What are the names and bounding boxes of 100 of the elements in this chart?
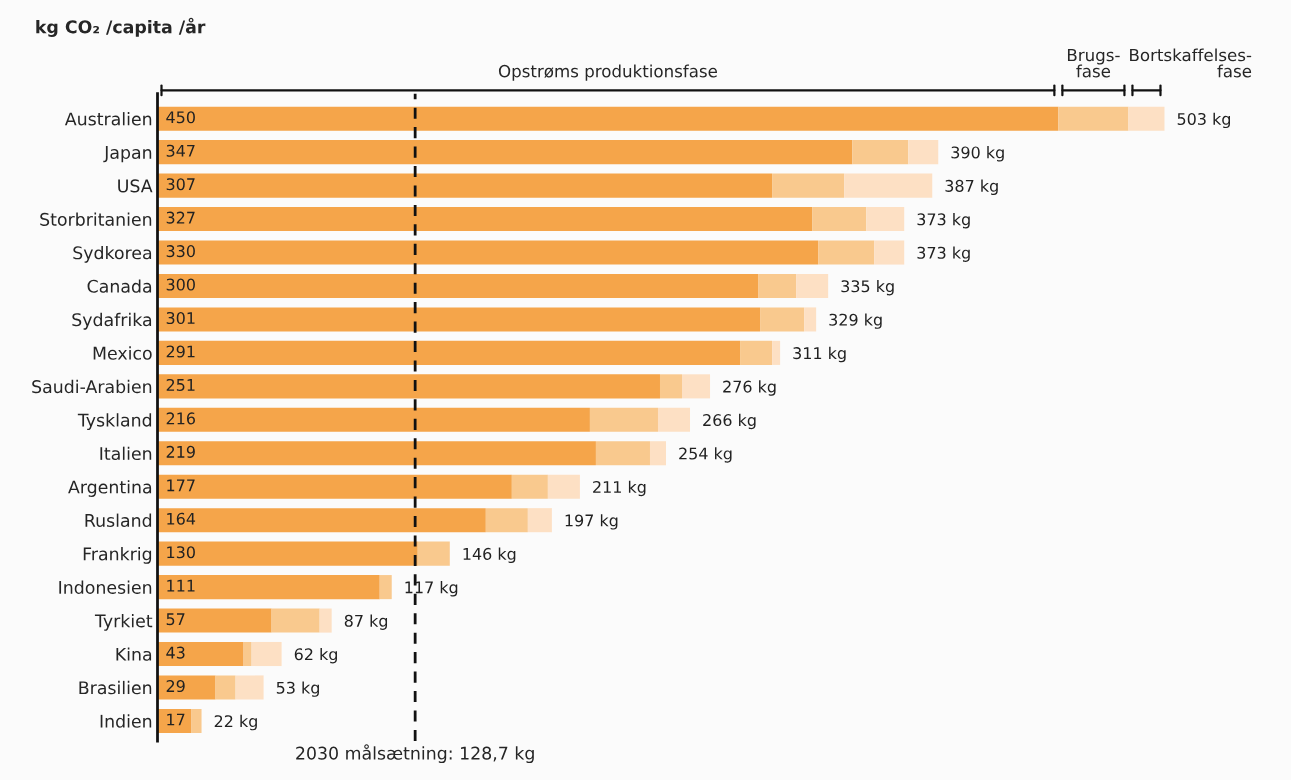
bar [485, 508, 528, 533]
total-label: 329 kg [829, 313, 882, 329]
total-label: 311 kg [793, 346, 846, 363]
bar [157, 541, 418, 566]
data-label: 347 [166, 144, 195, 157]
total-label: 373 kg [917, 213, 970, 229]
bar [251, 641, 282, 667]
bar [157, 575, 380, 600]
y-tick-label: Saudi-Arabien [32, 379, 152, 394]
data-label: 251 [166, 378, 195, 391]
bar [682, 374, 711, 399]
y-tick-label: Sydkorea [73, 245, 152, 263]
bar [157, 273, 759, 299]
total-label: 266 kg [703, 413, 756, 430]
bar [157, 608, 272, 633]
data-label: 29 [166, 680, 185, 693]
bar [215, 675, 236, 700]
bar [235, 675, 264, 700]
data-label: 301 [166, 311, 195, 325]
bar [157, 106, 1059, 131]
bar [812, 207, 867, 232]
total-label: 197 kg [565, 514, 618, 530]
bar [595, 441, 650, 466]
bar [866, 207, 905, 232]
y-tick-label: Argentina [68, 480, 152, 497]
bar [157, 240, 819, 265]
y-tick-label: Indonesien [59, 580, 152, 594]
bar [874, 240, 905, 265]
y-tick-label: Indien [100, 714, 152, 728]
bar [589, 407, 658, 432]
bar [417, 541, 450, 566]
total-label: 62 kg [294, 647, 337, 664]
y-tick-label: Mexico [93, 346, 152, 360]
data-label: 300 [166, 278, 195, 291]
bar [547, 474, 580, 499]
y-tick-label: Tyskland [77, 413, 152, 431]
bar [818, 240, 875, 265]
y-tick-label: Australien [64, 112, 152, 126]
data-label: 57 [166, 613, 185, 626]
y-tick-label: Japan [103, 146, 152, 163]
text: Bortskaffelses- fase [1130, 48, 1252, 78]
data-label: 307 [166, 178, 195, 191]
total-label: 335 kg [841, 279, 894, 296]
total-label: 373 kg [917, 246, 970, 262]
total-label: 387 kg [945, 179, 998, 196]
bar [157, 474, 512, 499]
y-tick-label: Tyrkiet [94, 613, 153, 631]
y-tick-label: Rusland [85, 513, 152, 528]
bar [243, 641, 252, 667]
y-tick-label: Frankrig [83, 547, 152, 564]
data-label: 219 [166, 445, 195, 458]
bar [844, 173, 933, 198]
bar [852, 140, 909, 165]
bar [659, 374, 683, 399]
total-label: 22 kg [214, 714, 257, 731]
bar [157, 307, 761, 332]
bar [157, 708, 192, 733]
bar [1128, 106, 1165, 131]
bar [649, 441, 666, 466]
text: Opstrøms produktionsfase [498, 64, 717, 81]
total-label: 117 kg [405, 581, 458, 597]
data-label: 17 [167, 713, 185, 726]
bar [796, 273, 829, 299]
data-label: 291 [166, 345, 195, 358]
data-label: 327 [166, 211, 195, 224]
bar [772, 340, 781, 365]
bar [157, 641, 244, 667]
data-label: 43 [166, 646, 185, 659]
bar [758, 273, 797, 299]
bar [157, 374, 660, 399]
bar [157, 173, 773, 198]
bar [157, 508, 486, 533]
y-tick-label: USA [118, 179, 153, 193]
text: Brugs- fase [1067, 48, 1120, 78]
data-label: 330 [166, 245, 195, 258]
bar [379, 575, 392, 600]
bar [157, 207, 813, 232]
bar [319, 608, 332, 633]
bar [157, 407, 590, 432]
total-label: 146 kg [463, 547, 516, 564]
data-label: 216 [166, 412, 195, 425]
bar [804, 307, 817, 332]
bar [191, 708, 202, 733]
bar [760, 307, 805, 332]
bar [1058, 106, 1129, 131]
y-tick-label: Sydafrika [72, 312, 152, 330]
bar [772, 173, 845, 198]
y-axis-title: kg CO₂ /capita /år [36, 17, 206, 37]
bar [511, 474, 548, 499]
total-label: 211 kg [593, 480, 646, 497]
bar [157, 675, 216, 700]
data-label: 164 [167, 512, 196, 525]
bar [657, 407, 691, 432]
y-tick-label: Storbritanien [40, 212, 152, 226]
total-label: 53 kg [276, 681, 319, 697]
y-tick-label: Italien [100, 446, 152, 461]
total-label: 390 kg [951, 146, 1004, 162]
bar [740, 340, 773, 365]
total-label: 87 kg [344, 614, 388, 630]
bar [157, 340, 741, 365]
